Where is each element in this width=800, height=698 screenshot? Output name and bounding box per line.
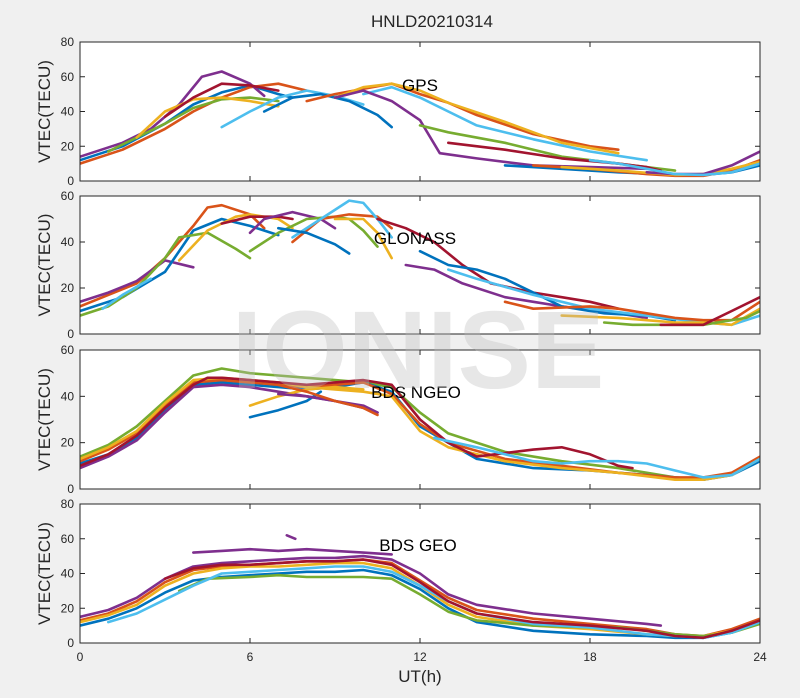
panel-label: GPS xyxy=(402,76,438,95)
x-tick-label: 18 xyxy=(583,650,597,664)
series-line-11 xyxy=(277,383,379,417)
panel-label: GLONASS xyxy=(374,229,456,248)
y-tick-label: 60 xyxy=(61,532,75,546)
series-line-3 xyxy=(80,378,760,479)
watermark: IONISE xyxy=(232,289,605,412)
series-line-11 xyxy=(362,85,648,162)
y-tick-label: 60 xyxy=(61,70,75,84)
y-tick-label: 20 xyxy=(61,139,75,153)
y-tick-label: 0 xyxy=(67,636,74,650)
panel-label: BDS GEO xyxy=(379,536,456,555)
series-line-18 xyxy=(503,300,760,322)
series-line-11 xyxy=(291,199,393,239)
x-axis-label: UT(h) xyxy=(398,667,441,686)
y-tick-label: 0 xyxy=(67,174,74,188)
x-tick-label: 24 xyxy=(753,650,767,664)
series-line-12 xyxy=(333,217,393,260)
series-line-6 xyxy=(177,213,294,262)
panel-label: BDS NGEO xyxy=(371,383,461,402)
y-tick-label: 40 xyxy=(61,567,75,581)
series-line-4 xyxy=(80,376,760,481)
x-tick-label: 6 xyxy=(247,650,254,664)
figure-title: HNLD20210314 xyxy=(371,12,493,31)
y-axis-label: VTEC(TECU) xyxy=(35,522,54,625)
x-tick-label: 0 xyxy=(77,650,84,664)
series-line-7 xyxy=(220,215,294,225)
y-tick-label: 60 xyxy=(61,343,75,357)
panel-1: 0 20 40 60 80 VTEC(TECU) GPS xyxy=(35,35,761,188)
y-tick-label: 80 xyxy=(61,497,75,511)
y-tick-label: 40 xyxy=(61,389,75,403)
x-tick-label: 12 xyxy=(413,650,427,664)
y-axis-label: VTEC(TECU) xyxy=(35,368,54,471)
series-line-8 xyxy=(192,547,393,556)
series-line-9 xyxy=(248,385,365,407)
panel-2: 0 20 40 60 VTEC(TECU) GLONASS xyxy=(35,189,761,341)
series-group xyxy=(80,70,760,178)
series-line-13 xyxy=(277,226,351,255)
series-line-1 xyxy=(80,568,760,640)
series-line-21 xyxy=(659,295,760,327)
series-line-3 xyxy=(80,70,266,158)
y-tick-label: 20 xyxy=(61,601,75,615)
series-line-4 xyxy=(80,231,252,317)
series-line-6 xyxy=(163,82,280,118)
y-tick-label: 40 xyxy=(61,235,75,249)
series-line-5 xyxy=(135,96,280,139)
plot-area xyxy=(80,196,760,334)
y-tick-label: 20 xyxy=(61,436,75,450)
series-line-7 xyxy=(432,436,760,479)
series-line-5 xyxy=(177,573,760,638)
y-tick-label: 20 xyxy=(61,281,75,295)
series-line-9 xyxy=(285,534,297,541)
panel-4: 0 20 40 60 80 0 6 12 18 24 VTEC(TECU) BDS GEO xyxy=(35,497,767,664)
series-line-19 xyxy=(588,158,760,177)
series-line-6 xyxy=(80,376,634,470)
y-axis-label: VTEC(TECU) xyxy=(35,60,54,163)
series-line-1 xyxy=(80,203,266,308)
panel-3: 0 20 40 60 VTEC(TECU) BDS NGEO xyxy=(35,343,761,496)
y-tick-label: 60 xyxy=(61,189,75,203)
series-group xyxy=(80,199,760,327)
series-line-5 xyxy=(101,277,153,310)
series-line-7 xyxy=(163,558,760,640)
y-tick-label: 80 xyxy=(61,35,75,49)
y-tick-label: 0 xyxy=(67,327,74,341)
y-tick-label: 40 xyxy=(61,105,75,119)
series-line-8 xyxy=(248,210,337,235)
y-tick-label: 0 xyxy=(67,482,74,496)
series-group xyxy=(80,534,760,640)
series-line-10 xyxy=(333,82,620,155)
y-axis-label: VTEC(TECU) xyxy=(35,214,54,317)
series-line-19 xyxy=(560,307,760,327)
series-line-2 xyxy=(80,259,195,304)
series-group xyxy=(80,367,760,481)
